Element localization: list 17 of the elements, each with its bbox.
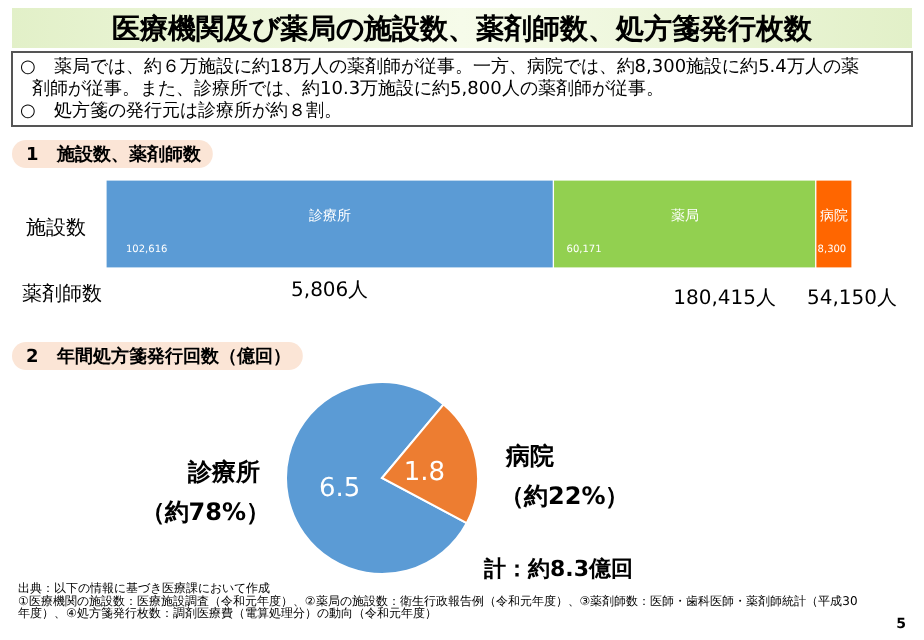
text: 180,415人 [673, 288, 776, 310]
slice-label: 診療所 [186, 458, 260, 486]
text: 5,806人 [291, 280, 369, 302]
chart-title: 2 年間処方箋発行回数（億回） [26, 346, 291, 368]
text: ○ 薬局では、約６万施設に約18万人の薬剤師が従事。一方、病院では、約8,300施設に約5.4万人の薬剤師が従事。また、診療所では、約10.3万施設に約5,800人の薬剤師が従事。 [20, 56, 859, 100]
text: ○ 処方箋の発行元は診療所が約８割。 [20, 100, 342, 122]
text: 薬剤師数 [22, 282, 102, 306]
text: 計：約8.3億回 [482, 556, 633, 582]
text: 54,150人 [807, 288, 897, 310]
text: 医療機関及び薬局の施設数、薬剤師数、処方箋発行枚数 [112, 12, 814, 46]
slice-label: 病院 [504, 442, 554, 470]
text: （約78%） [140, 498, 270, 526]
chart-title: 1 施設数、薬剤師数 [26, 144, 203, 166]
data-label: 6.5 [318, 474, 361, 505]
text: （約22%） [500, 482, 630, 510]
data-label: 1.8 [403, 457, 446, 488]
y-tick-label: 施設数 [26, 216, 86, 240]
